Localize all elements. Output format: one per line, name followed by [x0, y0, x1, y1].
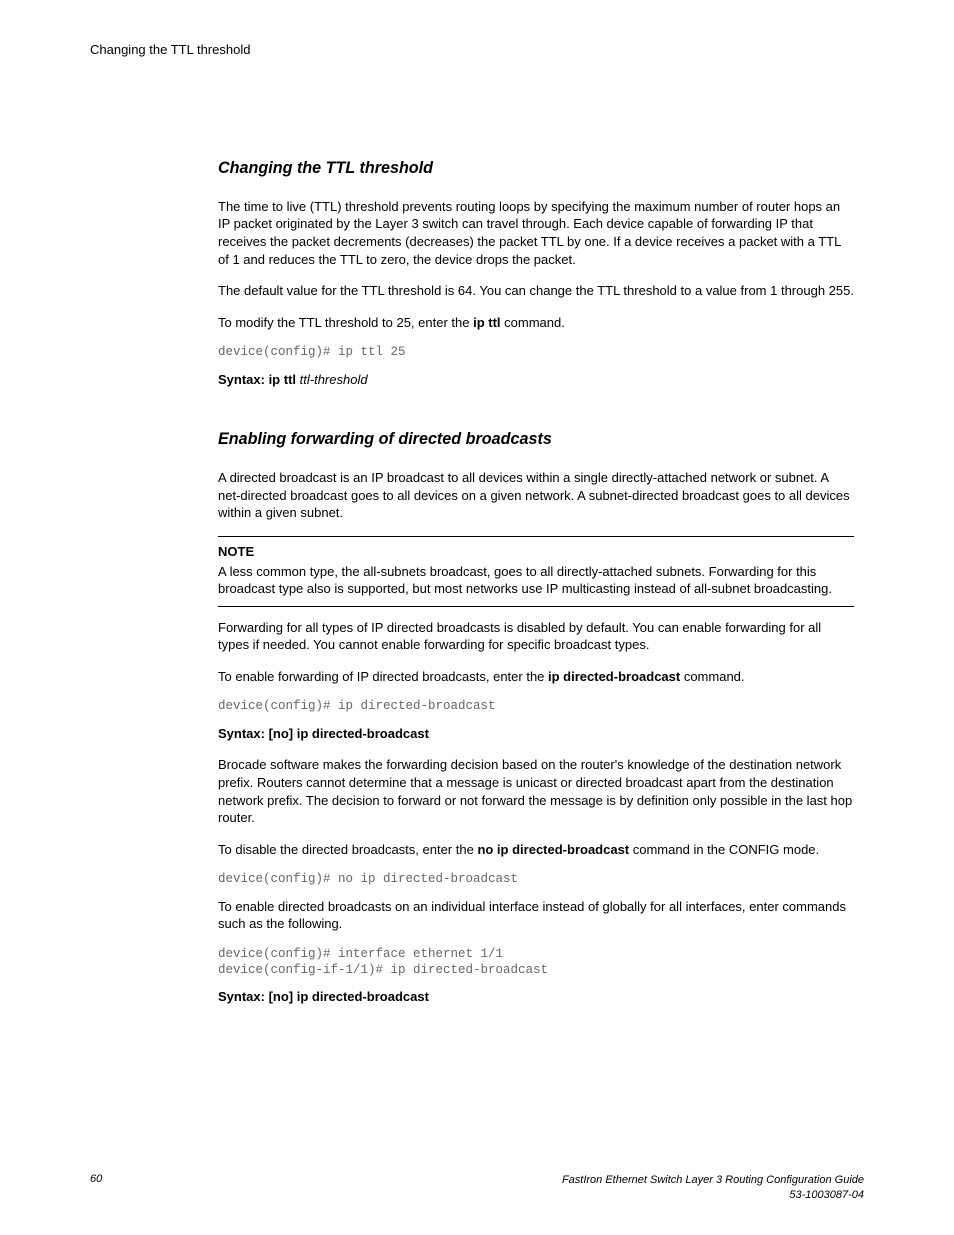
text: command.	[680, 669, 744, 684]
text: To modify the TTL threshold to 25, enter…	[218, 315, 473, 330]
code-block: device(config)# interface ethernet 1/1 d…	[218, 947, 854, 978]
note-block: NOTE A less common type, the all-subnets…	[218, 536, 854, 607]
paragraph: Forwarding for all types of IP directed …	[218, 619, 854, 654]
text: command.	[501, 315, 565, 330]
text: To enable forwarding of IP directed broa…	[218, 669, 548, 684]
footer-title-block: FastIron Ethernet Switch Layer 3 Routing…	[562, 1173, 864, 1203]
note-body: A less common type, the all-subnets broa…	[218, 563, 854, 598]
paragraph: A directed broadcast is an IP broadcast …	[218, 469, 854, 522]
syntax-label: Syntax: ip ttl	[218, 372, 296, 387]
page-number: 60	[90, 1173, 102, 1185]
code-block: device(config)# no ip directed-broadcast	[218, 872, 854, 888]
page-content: Changing the TTL threshold The time to l…	[218, 157, 854, 1006]
syntax-line: Syntax: [no] ip directed-broadcast	[218, 725, 854, 743]
syntax-line: Syntax: ip ttl ttl-threshold	[218, 371, 854, 389]
code-block: device(config)# ip directed-broadcast	[218, 699, 854, 715]
section-heading-ttl: Changing the TTL threshold	[218, 157, 822, 180]
command-name: ip ttl	[473, 315, 500, 330]
text: command in the CONFIG mode.	[629, 842, 819, 857]
syntax-line: Syntax: [no] ip directed-broadcast	[218, 988, 854, 1006]
doc-title: FastIron Ethernet Switch Layer 3 Routing…	[562, 1174, 864, 1186]
paragraph: To disable the directed broadcasts, ente…	[218, 841, 854, 859]
note-label: NOTE	[218, 543, 854, 561]
command-name: ip directed-broadcast	[548, 669, 680, 684]
section-heading-broadcast: Enabling forwarding of directed broadcas…	[218, 428, 822, 451]
command-name: no ip directed-broadcast	[477, 842, 629, 857]
paragraph: To enable directed broadcasts on an indi…	[218, 898, 854, 933]
syntax-arg: ttl-threshold	[300, 372, 368, 387]
page: Changing the TTL threshold Changing the …	[0, 0, 954, 1235]
paragraph: The default value for the TTL threshold …	[218, 282, 854, 300]
doc-number: 53-1003087-04	[789, 1189, 864, 1201]
page-footer: 60 FastIron Ethernet Switch Layer 3 Rout…	[90, 1173, 864, 1203]
paragraph: To modify the TTL threshold to 25, enter…	[218, 314, 854, 332]
code-block: device(config)# ip ttl 25	[218, 345, 854, 361]
paragraph: To enable forwarding of IP directed broa…	[218, 668, 854, 686]
section-gap	[218, 410, 854, 428]
text: To disable the directed broadcasts, ente…	[218, 842, 477, 857]
paragraph: Brocade software makes the forwarding de…	[218, 756, 854, 826]
running-head: Changing the TTL threshold	[90, 42, 864, 57]
paragraph: The time to live (TTL) threshold prevent…	[218, 198, 854, 268]
